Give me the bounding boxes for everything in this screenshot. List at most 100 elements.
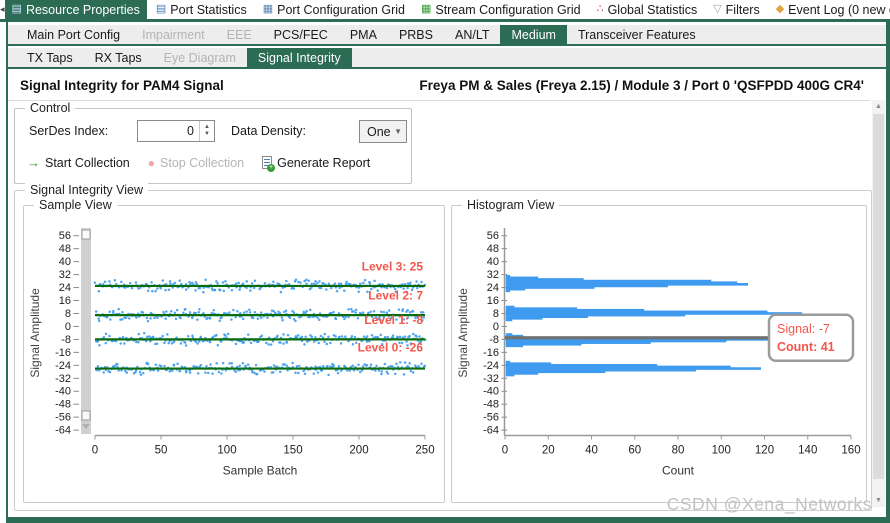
scroll-up-icon[interactable]: ▲ xyxy=(875,103,882,110)
svg-text:-56: -56 xyxy=(55,412,71,424)
toolbar-tab-port-statistics[interactable]: ▤ Port Statistics xyxy=(149,0,254,19)
svg-text:0: 0 xyxy=(493,321,499,333)
svg-text:50: 50 xyxy=(155,445,168,457)
svg-text:-32: -32 xyxy=(483,373,499,385)
spinner-buttons[interactable]: ▲ ▼ xyxy=(199,121,214,141)
svg-text:140: 140 xyxy=(798,445,817,457)
svg-text:160: 160 xyxy=(841,445,860,457)
svg-text:-40: -40 xyxy=(55,386,71,398)
y-axis-title: Signal Amplitude xyxy=(456,288,470,378)
level-annotations: Level 3: 25 Level 2: 7 Level 1: -8 Level 0:… xyxy=(358,260,424,355)
resource-path: Freya PM & Sales (Freya 2.15) / Module 3… xyxy=(419,78,864,93)
control-group: Control SerDes Index: 0 ▲ ▼ Data Density… xyxy=(14,101,412,184)
scroll-down-icon[interactable]: ▼ xyxy=(875,497,882,504)
histogram-view-chart[interactable]: 56484032241680-8-16-24-32-40-48-56-64Sig… xyxy=(455,220,865,496)
main-toolbar: ◂ ▤ Resource Properties ▤ Port Statistic… xyxy=(0,0,890,19)
svg-text:-8: -8 xyxy=(489,334,499,346)
svg-text:-64: -64 xyxy=(483,425,499,437)
port-configuration-grid-icon: ▦ xyxy=(262,3,274,15)
tab-prbs[interactable]: PRBS xyxy=(398,28,433,42)
stop-collection-label: Stop Collection xyxy=(160,155,245,170)
svg-text:200: 200 xyxy=(349,445,368,457)
svg-text:-56: -56 xyxy=(483,412,499,424)
toolbar-tab-label: Filters xyxy=(725,2,760,17)
toolbar-tab-label: Event Log (0 new e xyxy=(788,2,890,17)
svg-text:100: 100 xyxy=(712,445,731,457)
tab-an-lt[interactable]: AN/LT xyxy=(454,28,490,42)
scrollbar-thumb[interactable] xyxy=(873,114,884,479)
svg-text:24: 24 xyxy=(59,282,71,294)
tab-pcs-fec[interactable]: PCS/FEC xyxy=(273,28,328,42)
serdes-index-value: 0 xyxy=(187,124,194,138)
toolbar-tab-port-configuration-grid[interactable]: ▦ Port Configuration Grid xyxy=(256,0,412,19)
sample-view-chart[interactable]: 56484032241680-8-16-24-32-40-48-56-64Sig… xyxy=(27,220,441,496)
serdes-index-label: SerDes Index: xyxy=(29,124,109,138)
tab-pma[interactable]: PMA xyxy=(349,28,377,42)
tab-rx-taps[interactable]: RX Taps xyxy=(94,51,142,65)
svg-text:16: 16 xyxy=(487,295,499,307)
serdes-index-input[interactable]: 0 ▲ ▼ xyxy=(137,120,215,142)
signal-integrity-view-group: Signal Integrity View Sample View 56 48 40… xyxy=(14,183,872,511)
medium-subtabs: TX Taps RX Taps Eye Diagram Signal Integ… xyxy=(8,48,886,69)
generate-report-button[interactable]: Generate Report xyxy=(262,156,370,172)
tab-signal-integrity[interactable]: Signal Integrity xyxy=(246,48,352,67)
svg-text:120: 120 xyxy=(755,445,774,457)
level-lines xyxy=(95,284,425,370)
sample-view-legend: Sample View xyxy=(34,198,117,212)
tab-tx-taps[interactable]: TX Taps xyxy=(27,51,73,65)
toolbar-tab-label: Stream Configuration Grid xyxy=(435,2,581,17)
svg-text:Signal: -7: Signal: -7 xyxy=(777,322,830,336)
svg-text:-16: -16 xyxy=(55,347,71,359)
svg-text:Level 1: -8: Level 1: -8 xyxy=(364,313,423,327)
start-collection-label: Start Collection xyxy=(45,155,130,170)
tab-eee: EEE xyxy=(226,28,252,42)
svg-text:Level 2: 7: Level 2: 7 xyxy=(368,289,423,303)
control-commands: → Start Collection ● Stop Collection Gen… xyxy=(27,155,370,172)
spinner-down-icon[interactable]: ▼ xyxy=(204,131,210,137)
svg-text:32: 32 xyxy=(487,269,499,281)
toolbar-tab-global-statistics[interactable]: ∴ Global Statistics xyxy=(590,0,705,19)
toolbar-tab-stream-configuration-grid[interactable]: ▦ Stream Configuration Grid xyxy=(414,0,588,19)
svg-text:-32: -32 xyxy=(55,373,71,385)
toolbar-tab-resource-properties[interactable]: ▤ Resource Properties xyxy=(4,0,147,19)
resource-properties-icon: ▤ xyxy=(11,3,22,15)
page-title: Signal Integrity for PAM4 Signal xyxy=(20,78,224,93)
toolbar-scroll-left-icon[interactable]: ◂ xyxy=(0,4,5,14)
tab-transceiver-features[interactable]: Transceiver Features xyxy=(577,28,696,42)
svg-text:40: 40 xyxy=(487,256,499,268)
tab-medium[interactable]: Medium xyxy=(500,25,567,44)
tab-main-port-config[interactable]: Main Port Config xyxy=(27,28,121,42)
filters-icon: ▽ xyxy=(713,3,722,15)
spinner-up-icon[interactable]: ▲ xyxy=(204,124,210,130)
page-header: Signal Integrity for PAM4 Signal Freya P… xyxy=(8,71,870,101)
histogram-view-legend: Histogram View xyxy=(462,198,560,212)
svg-text:-48: -48 xyxy=(55,399,71,411)
svg-text:8: 8 xyxy=(65,308,71,320)
x-axis-title: Sample Batch xyxy=(223,464,298,478)
event-log-icon: ◆ xyxy=(775,3,785,15)
svg-text:0: 0 xyxy=(65,321,71,333)
svg-text:40: 40 xyxy=(585,445,598,457)
y-axis-title: Signal Amplitude xyxy=(28,288,42,378)
tab-impairment: Impairment xyxy=(142,28,205,42)
svg-text:250: 250 xyxy=(415,445,434,457)
svg-text:-40: -40 xyxy=(483,386,499,398)
global-statistics-icon: ∴ xyxy=(596,3,604,15)
vertical-scrollbar[interactable]: ▲ ▼ xyxy=(872,100,885,507)
svg-text:0: 0 xyxy=(92,445,98,457)
svg-text:16: 16 xyxy=(59,295,71,307)
toolbar-tab-event-log[interactable]: ◆ Event Log (0 new e xyxy=(769,0,890,19)
watermark: CSDN @Xena_Networks xyxy=(666,494,872,514)
y-range-slider[interactable] xyxy=(81,228,91,434)
svg-text:-24: -24 xyxy=(55,360,71,372)
content-frame: Main Port Config Impairment EEE PCS/FEC … xyxy=(6,22,890,523)
toolbar-tab-filters[interactable]: ▽ Filters xyxy=(706,0,767,19)
svg-text:40: 40 xyxy=(59,256,71,268)
data-density-select[interactable]: One ▼ xyxy=(359,120,407,143)
svg-text:-24: -24 xyxy=(483,360,499,372)
svg-text:Count: 41: Count: 41 xyxy=(777,340,835,354)
generate-report-icon xyxy=(262,156,276,172)
start-collection-button[interactable]: → Start Collection xyxy=(27,155,130,170)
